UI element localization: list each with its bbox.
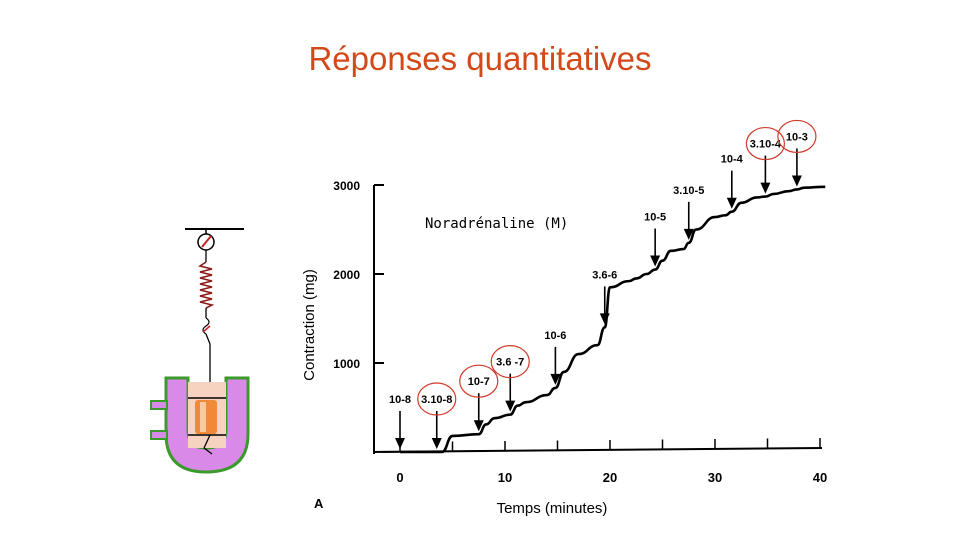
dose-label: 3.6-6 xyxy=(592,269,617,281)
chart-annotation: Noradrénaline (M) xyxy=(425,216,568,232)
dose-highlight-circle xyxy=(745,126,785,161)
dose-highlight-circle xyxy=(777,119,817,154)
gauge-icon xyxy=(197,233,215,251)
dose-highlight-circle xyxy=(417,382,457,416)
tissue-icon xyxy=(195,400,217,434)
dose-label: 3.10-8 xyxy=(421,394,452,406)
dose-highlight-circle xyxy=(459,364,499,398)
x-axis-label: Temps (minutes) xyxy=(497,500,608,517)
dose-markers: 10-8 3.10-8 10-7 3.6 -7 10-6 3.6-6 10-5 3.10-5 1… xyxy=(389,119,817,449)
dose-arrowhead xyxy=(726,197,737,209)
dose-marker: 10-3 xyxy=(777,119,817,187)
series-line xyxy=(399,185,826,454)
dose-arrowhead xyxy=(683,228,694,240)
spring-icon xyxy=(198,261,215,309)
y-tick-label: 1000 xyxy=(333,357,360,371)
contraction-chart: 1000 2000 3000 0 10 20 30 40 10-8 3.10-8 10-7 3.6 … xyxy=(301,119,827,517)
dose-arrowhead xyxy=(650,255,661,267)
y-axis-label: Contraction (mg) xyxy=(301,269,318,381)
dose-label: 10-3 xyxy=(786,131,808,143)
dose-marker: 3.10-5 xyxy=(673,185,704,240)
dose-marker: 3.10-8 xyxy=(417,382,457,449)
dose-label: 10-5 xyxy=(644,212,666,224)
dose-marker: 10-4 xyxy=(721,154,744,209)
dose-arrowhead xyxy=(431,438,442,449)
organ-bath-apparatus xyxy=(150,228,250,474)
dose-highlight-circle xyxy=(490,345,530,379)
dose-label: 3.10-5 xyxy=(673,185,704,197)
dose-marker: 10-8 xyxy=(389,394,411,449)
dose-arrowhead xyxy=(760,182,771,194)
dose-marker: 3.6 -7 xyxy=(490,345,530,412)
dose-arrowhead xyxy=(473,420,484,432)
x-tick-label: 10 xyxy=(498,470,512,485)
dose-arrowhead xyxy=(395,438,405,449)
y-tick-label: 2000 xyxy=(333,268,360,282)
x-tick-label: 0 xyxy=(396,470,403,485)
dose-arrowhead xyxy=(791,175,802,187)
dose-arrowhead xyxy=(505,400,516,412)
dose-marker: 3.10-4 xyxy=(745,126,785,194)
dose-arrowhead xyxy=(599,313,610,325)
dose-label: 10-8 xyxy=(389,394,411,406)
chart-axes: 1000 2000 3000 0 10 20 30 40 xyxy=(333,179,827,485)
dose-marker: 10-7 xyxy=(459,364,499,432)
dose-label: 3.6 -7 xyxy=(496,357,524,369)
dose-label: 3.10-4 xyxy=(750,139,782,151)
x-tick-label: 40 xyxy=(813,470,827,485)
x-axis-line xyxy=(373,447,823,453)
x-tick-label: 20 xyxy=(603,470,617,485)
y-tick-label: 3000 xyxy=(333,179,360,193)
dose-marker: 10-5 xyxy=(644,212,666,267)
dose-label: 10-4 xyxy=(721,154,744,166)
x-tick-label: 30 xyxy=(708,470,722,485)
panel-label: A xyxy=(314,496,324,511)
dose-label: 10-6 xyxy=(544,330,566,342)
dose-arrowhead xyxy=(550,373,561,385)
dose-marker: 3.6-6 xyxy=(592,269,617,325)
dose-marker: 10-6 xyxy=(544,330,566,385)
slide-title: Réponses quantitatives xyxy=(308,40,652,77)
dose-label: 10-7 xyxy=(468,376,490,388)
